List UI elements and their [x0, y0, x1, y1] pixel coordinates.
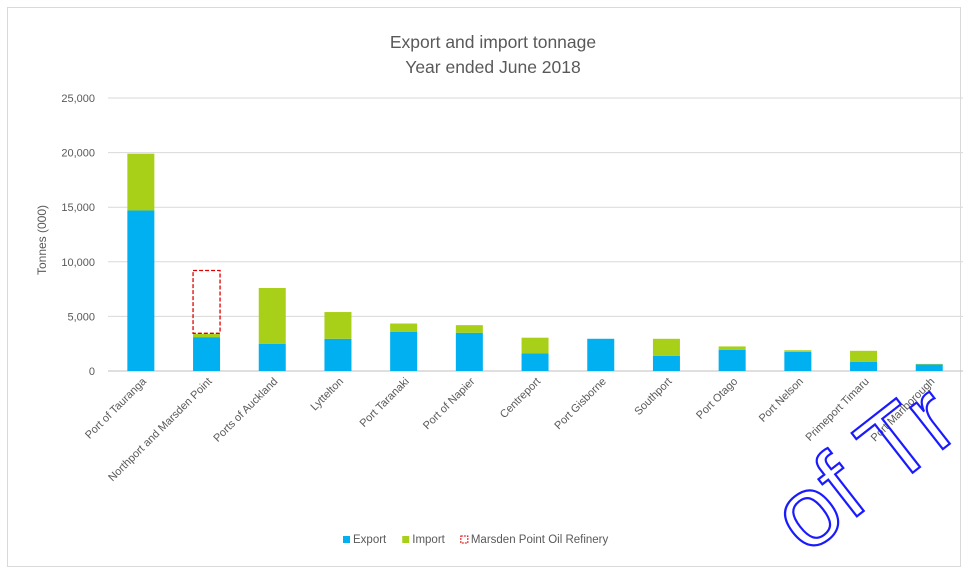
x-tick-label: Centreport [498, 376, 543, 421]
y-tick-label: 25,000 [61, 93, 95, 105]
gridlines [108, 97, 963, 372]
bar-import [718, 346, 746, 350]
bar-export [324, 338, 352, 371]
bar-export [784, 351, 812, 371]
bar-import [652, 338, 680, 356]
x-tick-label: Ports of Auckland [211, 376, 280, 445]
x-tick-label: Port Otago [694, 376, 740, 422]
x-tick-label: Port of Tauranga [83, 375, 149, 441]
bar-export [718, 349, 746, 371]
bar-import [784, 350, 812, 352]
bar-import [850, 350, 878, 362]
bar-import [915, 363, 943, 365]
chart-subtitle: Year ended June 2018 [405, 57, 581, 77]
chart-title: Export and import tonnage [390, 32, 596, 52]
legend-label: Import [412, 534, 445, 546]
y-tick-label: 0 [89, 366, 95, 378]
x-tick-label: Port Gisborne [552, 376, 608, 432]
x-tick-label: Lyttelton [308, 376, 346, 414]
x-tick-label: Port Marlborough [869, 376, 938, 445]
x-tick-label: Primeport Timaru [804, 376, 872, 444]
legend-label: Marsden Point Oil Refinery [471, 534, 609, 546]
x-tick-label: Port of Napier [421, 375, 478, 432]
bar-export [850, 361, 878, 371]
bar-import [258, 288, 286, 344]
bar-import [390, 323, 418, 332]
bar-export [390, 331, 418, 371]
legend: Export Import Marsden Point Oil Refinery [343, 534, 609, 546]
bar-export [652, 355, 680, 371]
y-tick-label: 15,000 [61, 202, 95, 214]
bar-import [455, 325, 483, 333]
legend-swatch-export [343, 536, 350, 543]
y-tick-label: 20,000 [61, 148, 95, 160]
x-tick-label: Port Taranaki [358, 376, 412, 430]
x-tick-label: Southport [632, 376, 674, 418]
y-tick-label: 10,000 [61, 257, 95, 269]
y-axis-title: Tonnes (000) [35, 205, 49, 275]
bar-export [521, 353, 549, 371]
bar-import [127, 153, 155, 211]
y-tick-labels: 0 5,000 10,000 15,000 20,000 25,000 [61, 93, 95, 378]
bar-export [193, 337, 221, 371]
bar-export [455, 332, 483, 371]
annotation [192, 269, 221, 334]
bars [127, 153, 943, 371]
legend-swatch-annotation [460, 535, 469, 544]
x-tick-label: Northport and Marsden Point [106, 376, 214, 484]
legend-label: Export [353, 534, 387, 546]
bar-export [587, 338, 615, 371]
bar-import [521, 337, 549, 354]
y-tick-label: 5,000 [67, 311, 95, 323]
bar-export [915, 364, 943, 371]
annotation-box [192, 269, 221, 334]
x-tick-label: Port Nelson [757, 376, 806, 425]
bar-import [324, 312, 352, 339]
legend-swatch-import [402, 536, 410, 543]
bar-export [127, 210, 155, 371]
bar-export [258, 343, 286, 371]
bar-import [193, 333, 221, 338]
